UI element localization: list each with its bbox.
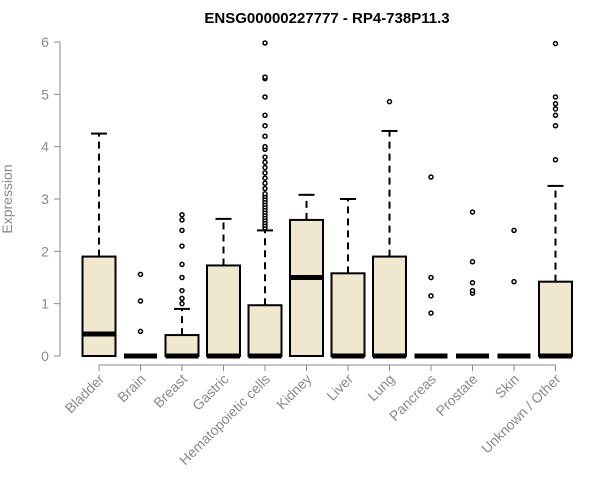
- box-skin: [497, 227, 531, 359]
- x-tick-label: Kidney: [273, 371, 315, 413]
- outlier-point: [552, 112, 559, 119]
- box-bladder: [81, 132, 117, 358]
- outlier-point: [262, 74, 268, 80]
- outlier-point: [262, 122, 268, 129]
- chart-title: ENSG00000227777 - RP4-738P11.3: [204, 10, 449, 27]
- outlier-point: [262, 133, 268, 139]
- outlier-point: [262, 164, 268, 171]
- outlier-point: [552, 157, 559, 163]
- box-liver: [330, 198, 366, 359]
- box-iqr: [206, 264, 241, 358]
- x-tick-label: Skin: [492, 371, 523, 402]
- outlier-point: [469, 259, 476, 265]
- box-iqr: [538, 280, 573, 358]
- outlier-point: [179, 243, 185, 249]
- outlier-point: [262, 143, 268, 150]
- outlier-point: [552, 101, 559, 107]
- outlier-point: [179, 274, 185, 281]
- outlier-point: [428, 174, 434, 180]
- box-hematopoietic-cells: [247, 40, 283, 359]
- y-tick-label: 4: [41, 139, 49, 155]
- y-tick-label: 2: [41, 243, 49, 259]
- box-breast: [164, 211, 200, 359]
- y-tick-label: 5: [41, 86, 49, 102]
- outlier-point: [552, 94, 559, 100]
- y-tick-label: 0: [41, 348, 49, 364]
- outlier-point: [262, 94, 268, 100]
- outlier-point: [511, 227, 517, 234]
- outlier-point: [179, 217, 185, 223]
- outlier-point: [469, 279, 476, 286]
- box-gastric: [206, 217, 241, 359]
- box-pancreas: [414, 174, 448, 359]
- box-iqr: [372, 255, 407, 358]
- box-unknown-other: [538, 40, 573, 359]
- x-tick-label: Lung: [364, 371, 397, 404]
- outlier-point: [262, 159, 268, 166]
- outlier-point: [552, 40, 559, 47]
- box-iqr: [81, 255, 117, 358]
- outlier-point: [262, 185, 268, 192]
- box-iqr: [330, 272, 366, 357]
- outlier-point: [552, 106, 559, 112]
- box-iqr: [289, 218, 324, 357]
- outlier-point: [262, 180, 268, 187]
- box-brain: [124, 271, 157, 359]
- x-tick-label: Liver: [323, 371, 356, 404]
- box-iqr: [164, 334, 200, 358]
- outlier-point: [262, 40, 268, 46]
- box-kidney: [289, 193, 324, 357]
- outlier-point: [428, 274, 434, 281]
- outlier-point: [179, 211, 185, 218]
- outlier-point: [179, 295, 185, 302]
- outlier-point: [137, 271, 144, 278]
- box-lung: [372, 98, 407, 359]
- outlier-point: [179, 300, 185, 307]
- outlier-point: [262, 112, 268, 119]
- outlier-point: [469, 209, 476, 215]
- outlier-point: [262, 175, 268, 181]
- x-tick-label: Unknown / Other: [478, 371, 564, 457]
- outlier-point: [428, 310, 434, 316]
- outlier-point: [262, 191, 268, 197]
- outlier-point: [511, 278, 517, 285]
- outlier-point: [428, 293, 434, 299]
- x-tick-label: Prostate: [432, 371, 480, 419]
- outlier-point: [262, 154, 268, 160]
- y-tick-label: 1: [41, 296, 49, 312]
- box-prostate: [456, 209, 489, 359]
- y-tick-label: 3: [41, 191, 49, 207]
- outlier-point: [137, 328, 144, 335]
- outlier-point: [179, 227, 185, 234]
- x-tick-label: Bladder: [62, 371, 108, 417]
- outlier-point: [386, 98, 393, 105]
- outlier-point: [469, 287, 476, 294]
- outlier-point: [552, 122, 559, 129]
- box-iqr: [247, 304, 283, 357]
- outlier-point: [137, 298, 144, 304]
- axes: 0 1 2 3 4 5 6: [41, 34, 556, 366]
- outlier-point: [179, 287, 185, 294]
- box-series: [81, 40, 573, 359]
- x-tick-label: Brain: [114, 371, 148, 405]
- x-tick-label: Breast: [150, 371, 190, 411]
- y-tick-label: 6: [41, 34, 49, 50]
- outlier-point: [262, 170, 268, 176]
- y-axis-label: Expression: [0, 164, 15, 233]
- outlier-point: [179, 261, 185, 268]
